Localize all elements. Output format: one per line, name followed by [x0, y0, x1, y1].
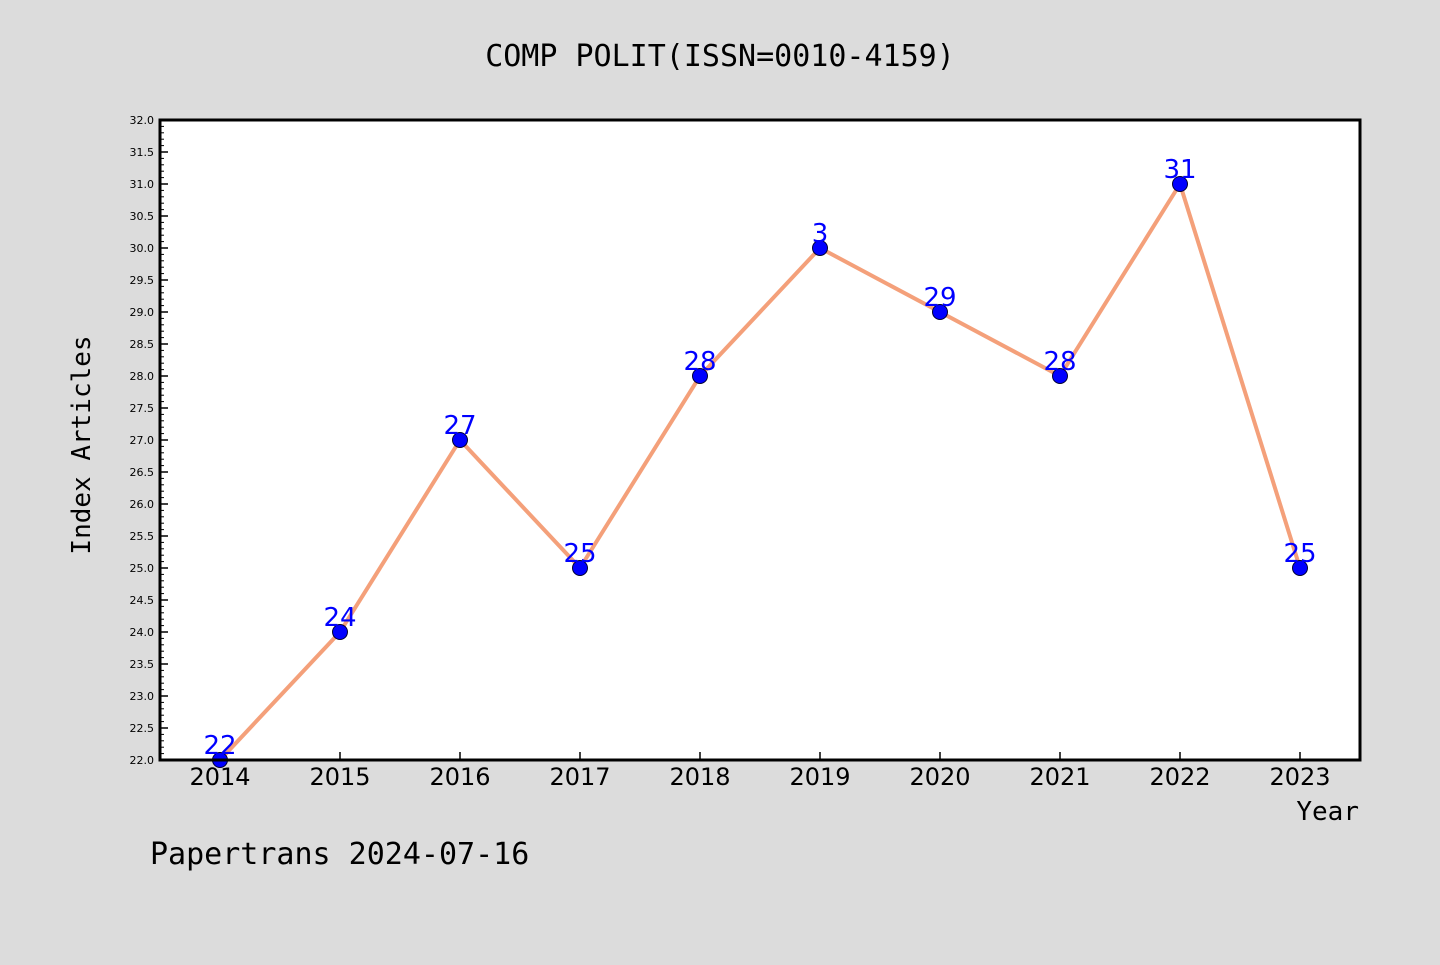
y-tick-label: 25.5 [130, 530, 155, 543]
y-tick-label: 26.0 [130, 498, 155, 511]
y-tick-label: 32.0 [130, 114, 155, 127]
y-tick-label: 30.5 [130, 210, 155, 223]
y-tick-label: 23.5 [130, 658, 155, 671]
series-layer: 22 24 27 25 28 3 29 28 31 25 [203, 155, 1317, 768]
x-tick-label: 2017 [549, 763, 610, 791]
data-label: 24 [323, 603, 356, 633]
y-tick-label: 24.5 [130, 594, 155, 607]
y-tick-label: 30.0 [130, 242, 155, 255]
data-point [1052, 368, 1068, 384]
footer-watermark: Papertrans 2024-07-16 [150, 837, 529, 872]
data-point [932, 304, 948, 320]
y-tick-label: 22.0 [130, 754, 155, 767]
y-tick-label: 28.5 [130, 338, 155, 351]
x-tick-label: 2021 [1029, 763, 1090, 791]
data-point [572, 560, 588, 576]
x-tick-label: 2016 [429, 763, 490, 791]
x-axis: 2014 2015 2016 2017 2018 2019 2020 2021 2022 2023 [189, 752, 1331, 791]
data-label: 31 [1163, 155, 1196, 185]
data-label: 28 [683, 347, 716, 377]
data-point [812, 240, 828, 256]
x-tick-label: 2020 [909, 763, 970, 791]
data-point [332, 624, 348, 640]
plot-area [160, 120, 1360, 760]
data-label: 25 [1283, 539, 1316, 569]
y-tick-label: 23.0 [130, 690, 155, 703]
data-label: 27 [443, 411, 476, 441]
y-tick-label: 29.0 [130, 306, 155, 319]
x-axis-title: Year [1296, 797, 1359, 827]
data-point [692, 368, 708, 384]
data-label: 29 [923, 283, 956, 313]
y-tick-label: 29.5 [130, 274, 155, 287]
x-tick-label: 2019 [789, 763, 850, 791]
data-label: 28 [1043, 347, 1076, 377]
y-tick-label: 22.5 [130, 722, 155, 735]
y-tick-label: 24.0 [130, 626, 155, 639]
data-point [1292, 560, 1308, 576]
data-point [452, 432, 468, 448]
data-label: 3 [812, 219, 829, 249]
data-label: 25 [563, 539, 596, 569]
x-tick-label: 2023 [1269, 763, 1330, 791]
x-tick-label: 2018 [669, 763, 730, 791]
y-axis-title: Index Articles [67, 335, 97, 554]
chart-title: COMP POLIT(ISSN=0010-4159) [485, 39, 955, 74]
y-tick-label: 25.0 [130, 562, 155, 575]
y-tick-label: 27.0 [130, 434, 155, 447]
y-tick-label: 31.5 [130, 146, 155, 159]
data-point [1172, 176, 1188, 192]
series-line [218, 182, 1302, 762]
y-tick-label: 31.0 [130, 178, 155, 191]
x-tick-label: 2022 [1149, 763, 1210, 791]
y-tick-label: 28.0 [130, 370, 155, 383]
y-tick-label: 27.5 [130, 402, 155, 415]
data-label: 22 [203, 731, 236, 761]
y-tick-label: 26.5 [130, 466, 155, 479]
x-tick-label: 2015 [309, 763, 370, 791]
y-axis: 22.0 22.5 23.0 23.5 24.0 24.5 25.0 25.5 26.0 26.5… [130, 114, 168, 767]
plot-frame [158, 118, 1362, 762]
